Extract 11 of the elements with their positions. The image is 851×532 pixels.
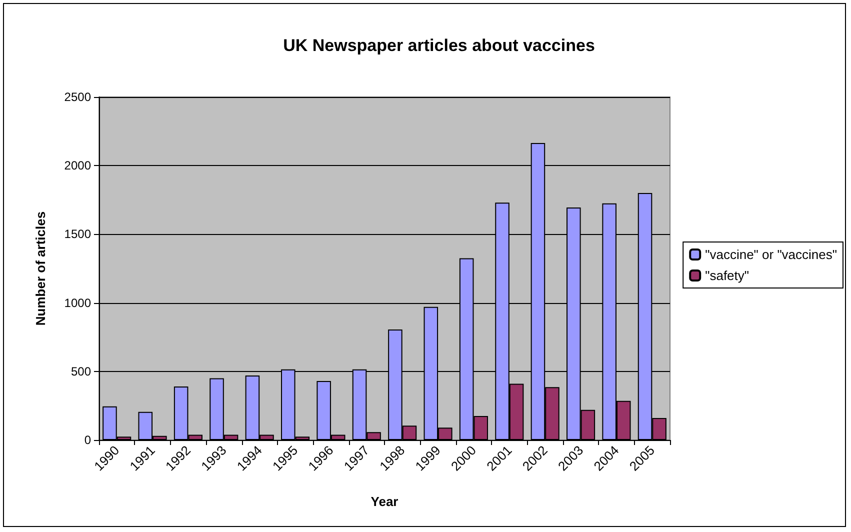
y-tick-label: 1500 bbox=[64, 227, 92, 242]
y-tick-label: 500 bbox=[70, 364, 92, 378]
y-tick-label: 1000 bbox=[64, 296, 92, 310]
x-axis-title: Year bbox=[370, 494, 398, 509]
legend-label: "vaccine" or "vaccines" bbox=[705, 247, 838, 262]
y-tick-label: 0 bbox=[84, 433, 92, 447]
y-tick-label: 2500 bbox=[64, 90, 92, 104]
legend-label: "safety" bbox=[705, 268, 750, 283]
chart-title: UK Newspaper articles about vaccines bbox=[283, 36, 595, 55]
y-tick-label: 2000 bbox=[64, 158, 92, 173]
y-axis-title: Number of articles bbox=[33, 211, 48, 326]
